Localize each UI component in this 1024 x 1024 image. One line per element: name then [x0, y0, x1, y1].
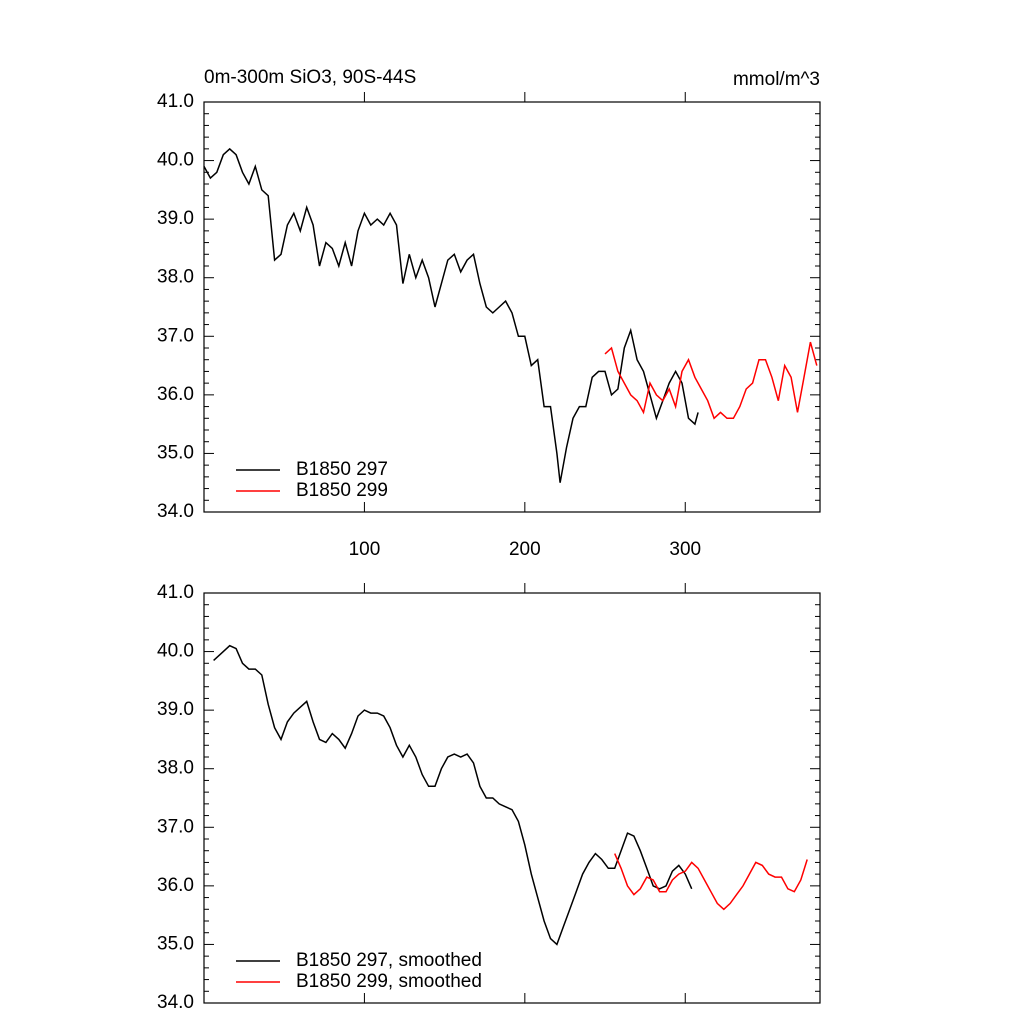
y-tick-label: 36.0 — [157, 875, 194, 896]
y-tick-label: 41.0 — [157, 582, 194, 603]
y-tick-label: 36.0 — [157, 384, 194, 405]
plot-frame — [203, 101, 821, 513]
y-tick-label: 35.0 — [157, 442, 194, 463]
legend-label: B1850 299, smoothed — [296, 971, 482, 992]
series-line — [604, 341, 818, 420]
legend-label: B1850 297 — [296, 459, 388, 480]
y-tick-label: 37.0 — [157, 816, 194, 837]
plot-frame — [203, 592, 821, 1004]
series-line — [614, 853, 808, 911]
series-line — [213, 644, 693, 946]
y-tick-label: 34.0 — [157, 501, 194, 522]
legend-label: B1850 297, smoothed — [296, 950, 482, 971]
x-tick-label: 300 — [669, 539, 701, 560]
y-tick-label: 40.0 — [157, 150, 194, 171]
x-tick-label: 200 — [509, 539, 541, 560]
series-line — [203, 147, 699, 483]
y-tick-label: 37.0 — [157, 325, 194, 346]
y-tick-label: 40.0 — [157, 641, 194, 662]
y-tick-label: 34.0 — [157, 992, 194, 1013]
y-tick-label: 39.0 — [157, 699, 194, 720]
y-tick-label: 41.0 — [157, 91, 194, 112]
y-tick-label: 38.0 — [157, 758, 194, 779]
chart-title: 0m-300m SiO3, 90S-44S — [204, 67, 416, 88]
y-tick-label: 38.0 — [157, 267, 194, 288]
legend-label: B1850 299 — [296, 480, 388, 501]
y-tick-label: 39.0 — [157, 208, 194, 229]
units-label: mmol/m^3 — [733, 69, 820, 90]
x-tick-label: 100 — [349, 539, 381, 560]
y-tick-label: 35.0 — [157, 933, 194, 954]
